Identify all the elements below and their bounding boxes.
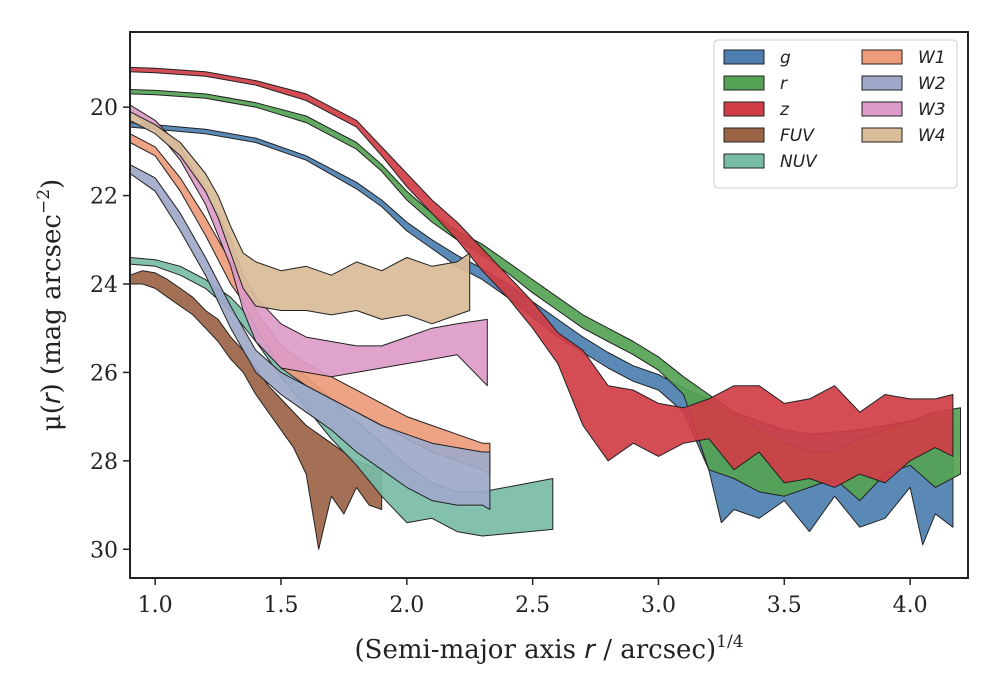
- legend-label-g: g: [780, 48, 791, 68]
- y-tick-label: 26: [90, 361, 118, 386]
- x-tick-label: 3.5: [767, 593, 802, 618]
- plot-frame: [129, 31, 969, 579]
- legend-swatch-g: [723, 49, 765, 65]
- x-axis-title: (Semi-major axis r / arcsec)1/4: [354, 632, 743, 665]
- y-tick-label: 30: [90, 538, 118, 563]
- legend-label-z: z: [779, 100, 790, 120]
- legend: grz FUV NUV W1 W2 W3 W4: [713, 39, 958, 189]
- legend-label-fuv: FUV: [780, 126, 815, 146]
- y-tick-label: 24: [90, 273, 118, 298]
- x-axis-ticks: 1.0 1.5 2.0 2.5 3.0 3.5 4.0: [138, 578, 928, 618]
- legend-swatch-w2: [861, 75, 903, 91]
- band-areas: [130, 66, 961, 550]
- legend-label-w4: W4: [918, 126, 946, 146]
- legend-label-w3: W3: [918, 100, 946, 120]
- y-tick-label: 22: [90, 185, 118, 210]
- x-tick-label: 3.0: [641, 593, 676, 618]
- band-area-w4: [130, 111, 471, 325]
- y-axis-title: μ(r) (mag arcsec−2): [34, 179, 67, 431]
- x-tick-label: 1.5: [263, 593, 298, 618]
- x-tick-label: 2.0: [389, 593, 424, 618]
- y-axis-ticks: 20 22 24 26 28 30: [90, 96, 130, 563]
- band-area-fuv: [130, 270, 383, 550]
- legend-swatch-nuv: [723, 153, 765, 169]
- legend-swatch-fuv: [723, 127, 765, 143]
- legend-label-w2: W2: [918, 74, 946, 94]
- legend-label-nuv: NUV: [780, 152, 818, 172]
- legend-swatch-r: [723, 75, 765, 91]
- band-area-w2: [130, 164, 491, 510]
- y-tick-label: 20: [90, 96, 118, 121]
- x-tick-label: 1.0: [138, 593, 173, 618]
- band-area-z: [130, 66, 954, 488]
- legend-swatch-z: [723, 101, 765, 117]
- legend-swatch-w1: [861, 49, 903, 65]
- x-tick-label: 2.5: [515, 593, 550, 618]
- y-tick-label: 28: [90, 450, 118, 475]
- legend-swatch-w4: [861, 127, 903, 143]
- legend-label-w1: W1: [918, 48, 946, 68]
- legend-label-r: r: [780, 74, 788, 94]
- legend-swatch-w3: [861, 101, 903, 117]
- x-tick-label: 4.0: [893, 593, 928, 618]
